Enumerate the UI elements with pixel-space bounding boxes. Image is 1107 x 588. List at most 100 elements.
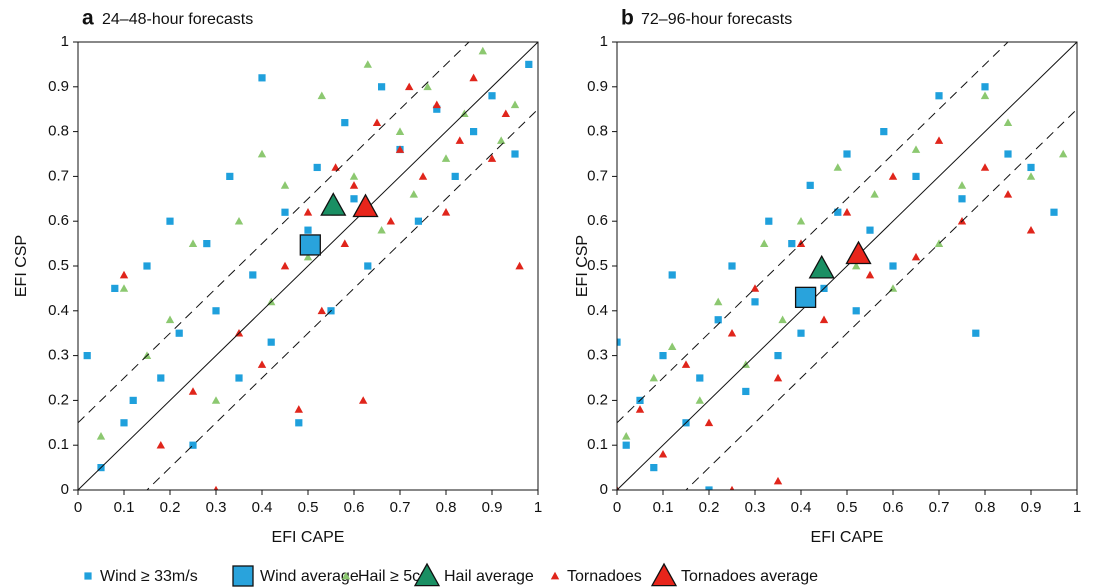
- x-tick-label: 0.1: [114, 499, 135, 516]
- point: [120, 419, 128, 427]
- y-tick-label: 0.4: [48, 302, 69, 319]
- point: [729, 485, 735, 490]
- point: [774, 352, 782, 360]
- y-tick-label: 0.6: [48, 212, 69, 229]
- point: [156, 441, 165, 449]
- point: [280, 181, 290, 189]
- point: [377, 225, 386, 234]
- point: [622, 441, 630, 449]
- point: [1027, 163, 1035, 172]
- legend-marker: [341, 571, 351, 580]
- reference-line: [78, 42, 470, 424]
- y-tick-label: 0: [61, 481, 69, 498]
- point: [934, 239, 944, 247]
- point: [175, 329, 183, 337]
- panel-title: 24–48-hour forecasts: [102, 11, 253, 28]
- point: [488, 92, 496, 100]
- point: [451, 172, 459, 180]
- point: [834, 208, 842, 216]
- point: [418, 172, 428, 180]
- legend-label: Wind ≥ 33m/s: [100, 568, 198, 585]
- point: [668, 271, 676, 279]
- point: [911, 145, 921, 153]
- point: [96, 432, 106, 440]
- y-tick-label: 0.6: [587, 212, 608, 229]
- point: [1026, 172, 1036, 180]
- legend-label: Wind average: [260, 568, 359, 585]
- point: [257, 360, 267, 368]
- point: [852, 261, 861, 270]
- point: [303, 252, 313, 261]
- point: [497, 136, 506, 144]
- point: [441, 154, 451, 162]
- y-tick-label: 0.7: [48, 167, 69, 184]
- x-tick-label: 0: [74, 499, 82, 516]
- point: [1003, 118, 1013, 126]
- x-axis-label: EFI CAPE: [272, 529, 345, 546]
- point: [773, 373, 783, 382]
- point: [313, 163, 321, 172]
- point: [165, 315, 175, 324]
- x-tick-label: 0.7: [929, 499, 950, 516]
- point: [143, 262, 151, 270]
- plot-frame: [77, 41, 539, 491]
- point: [515, 261, 524, 270]
- point: [511, 150, 519, 158]
- point: [501, 109, 510, 118]
- point: [880, 128, 888, 136]
- y-tick-label: 0.8: [587, 123, 608, 140]
- legend-marker: [650, 562, 678, 587]
- average-point: [808, 254, 835, 279]
- point: [364, 262, 372, 270]
- point: [696, 374, 704, 382]
- average-point: [352, 193, 379, 218]
- legend-label: Tornadoes average: [681, 568, 818, 585]
- point: [714, 297, 723, 306]
- point: [395, 145, 405, 153]
- point: [911, 252, 921, 261]
- point: [1003, 190, 1013, 198]
- point: [83, 352, 91, 360]
- point: [649, 373, 658, 382]
- x-tick-label: 0.6: [344, 499, 365, 516]
- point: [958, 195, 966, 203]
- reference-line: [78, 42, 538, 490]
- point: [203, 240, 211, 248]
- point: [363, 60, 372, 68]
- point: [341, 119, 349, 127]
- average-point: [845, 240, 872, 265]
- point: [432, 100, 441, 109]
- point: [119, 270, 129, 279]
- point: [681, 360, 691, 368]
- point: [934, 136, 944, 144]
- point: [469, 73, 478, 82]
- y-tick-label: 0.2: [587, 391, 608, 408]
- plot-area: [617, 42, 1077, 490]
- point: [705, 486, 713, 490]
- y-tick-label: 0.5: [587, 257, 608, 274]
- point: [212, 307, 220, 315]
- point: [912, 172, 920, 180]
- point: [1050, 208, 1058, 216]
- legend-marker: [413, 562, 441, 587]
- point: [349, 172, 359, 180]
- point: [765, 217, 773, 225]
- y-tick-label: 0.9: [587, 78, 608, 95]
- point: [659, 352, 667, 360]
- x-tick-label: 0.6: [883, 499, 904, 516]
- reference-line: [617, 42, 1077, 490]
- point: [728, 262, 736, 270]
- x-tick-label: 0.3: [206, 499, 227, 516]
- legend-label: Tornadoes: [567, 568, 642, 585]
- point: [957, 181, 967, 189]
- point: [727, 329, 737, 337]
- point: [797, 329, 805, 337]
- point: [668, 342, 677, 350]
- point: [455, 136, 464, 144]
- point: [788, 240, 796, 248]
- reference-line: [685, 108, 1077, 490]
- point: [359, 396, 368, 404]
- y-tick-label: 0.1: [48, 436, 69, 453]
- point: [870, 190, 879, 198]
